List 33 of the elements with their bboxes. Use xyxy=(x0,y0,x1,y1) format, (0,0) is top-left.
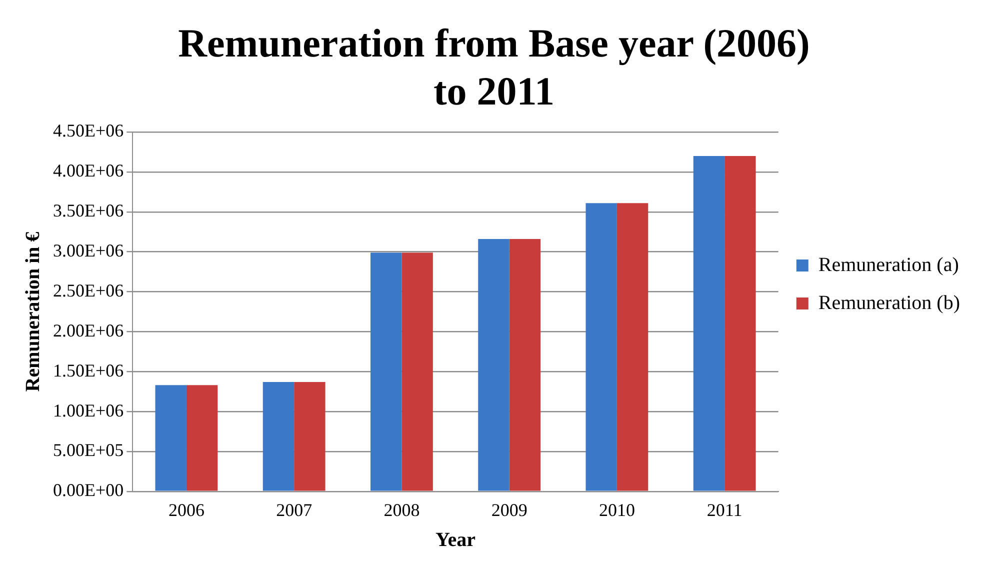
y-tick-label: 3.50E+06 xyxy=(52,200,124,221)
y-tick-label: 3.00E+06 xyxy=(52,240,124,261)
y-tick-label: 2.00E+06 xyxy=(52,320,124,340)
bar xyxy=(509,239,541,491)
x-tick-label: 2008 xyxy=(384,500,420,520)
y-tick-label: 2.50E+06 xyxy=(52,280,124,300)
bar xyxy=(478,239,510,491)
y-tick-label: 5.00E+05 xyxy=(52,440,124,460)
y-tick-label: 4.00E+06 xyxy=(52,160,124,181)
legend-label: Remuneration (b) xyxy=(818,292,960,314)
x-tick-label: 2011 xyxy=(706,500,742,520)
bar xyxy=(262,382,294,491)
bar xyxy=(724,156,756,491)
y-axis-title: Remuneration in € xyxy=(22,232,44,392)
x-tick-label: 2007 xyxy=(276,500,312,520)
bar xyxy=(370,252,402,491)
x-tick-label: 2010 xyxy=(598,500,635,520)
legend-label: Remuneration (a) xyxy=(818,254,959,276)
y-tick-label: 1.50E+06 xyxy=(52,360,124,380)
bar xyxy=(586,203,617,491)
y-tick-label: 1.00E+06 xyxy=(52,400,124,420)
bar xyxy=(402,252,433,491)
x-tick-label: 2006 xyxy=(168,500,204,520)
bar xyxy=(294,382,326,491)
y-tick-label: 4.50E+06 xyxy=(52,120,124,141)
bar xyxy=(155,385,186,491)
bar xyxy=(693,156,725,491)
y-tick-label: 0.00E+00 xyxy=(52,480,124,500)
bar xyxy=(616,203,648,491)
bar xyxy=(186,385,218,491)
chart-title: Remuneration from Base year (2006) to 2011 xyxy=(178,20,810,114)
x-tick-label: 2009 xyxy=(491,500,528,520)
x-axis-title: Year xyxy=(436,529,476,552)
